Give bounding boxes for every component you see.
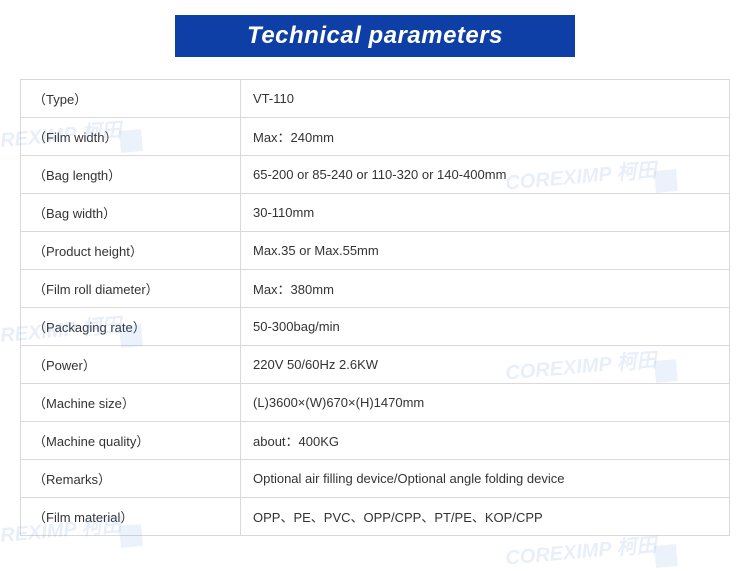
param-label: （Type）	[21, 80, 241, 118]
table-row: （Film material）OPP、PE、PVC、OPP/CPP、PT/PE、…	[21, 498, 730, 536]
table-row: （Film roll diameter）Max：380mm	[21, 270, 730, 308]
table-row: （Machine size）(L)3600×(W)670×(H)1470mm	[21, 384, 730, 422]
table-row: （Film width）Max：240mm	[21, 118, 730, 156]
table-row: （Machine quality）about：400KG	[21, 422, 730, 460]
param-label: （Bag length）	[21, 156, 241, 194]
param-label: （Remarks）	[21, 460, 241, 498]
page-title: Technical parameters	[247, 22, 503, 50]
param-value: 220V 50/60Hz 2.6KW	[241, 346, 730, 384]
param-value: OPP、PE、PVC、OPP/CPP、PT/PE、KOP/CPP	[241, 498, 730, 536]
param-value: (L)3600×(W)670×(H)1470mm	[241, 384, 730, 422]
param-value: about：400KG	[241, 422, 730, 460]
parameters-table: （Type）VT-110（Film width）Max：240mm（Bag le…	[20, 79, 730, 536]
param-label: （Film width）	[21, 118, 241, 156]
param-label: （Machine size）	[21, 384, 241, 422]
table-row: （Packaging rate）50-300bag/min	[21, 308, 730, 346]
param-value: 50-300bag/min	[241, 308, 730, 346]
param-value: Max.35 or Max.55mm	[241, 232, 730, 270]
param-label: （Machine quality）	[21, 422, 241, 460]
param-label: （Bag width）	[21, 194, 241, 232]
param-label: （Film material）	[21, 498, 241, 536]
param-value: VT-110	[241, 80, 730, 118]
param-value: Max：240mm	[241, 118, 730, 156]
param-value: 30-110mm	[241, 194, 730, 232]
table-row: （Remarks）Optional air filling device/Opt…	[21, 460, 730, 498]
param-value: 65-200 or 85-240 or 110-320 or 140-400mm	[241, 156, 730, 194]
param-label: （Product height）	[21, 232, 241, 270]
table-row: （Type）VT-110	[21, 80, 730, 118]
param-label: （Packaging rate）	[21, 308, 241, 346]
table-row: （Bag length）65-200 or 85-240 or 110-320 …	[21, 156, 730, 194]
param-value: Optional air filling device/Optional ang…	[241, 460, 730, 498]
param-label: （Power）	[21, 346, 241, 384]
param-value: Max：380mm	[241, 270, 730, 308]
title-band: Technical parameters	[175, 15, 575, 57]
table-row: （Bag width）30-110mm	[21, 194, 730, 232]
parameters-table-wrap: （Type）VT-110（Film width）Max：240mm（Bag le…	[20, 79, 730, 536]
table-row: （Product height）Max.35 or Max.55mm	[21, 232, 730, 270]
table-row: （Power）220V 50/60Hz 2.6KW	[21, 346, 730, 384]
param-label: （Film roll diameter）	[21, 270, 241, 308]
